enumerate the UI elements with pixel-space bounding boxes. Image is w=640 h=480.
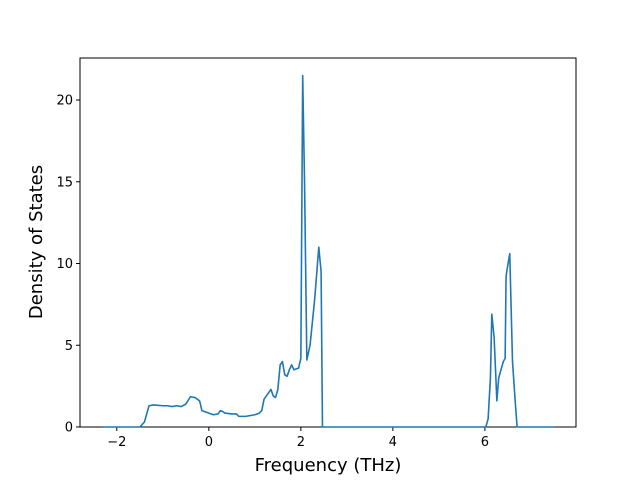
axes-frame — [79, 57, 577, 428]
y-tick-label: 20 — [56, 94, 73, 109]
y-tick-label: 15 — [56, 175, 73, 190]
y-tick-label: 10 — [56, 257, 73, 272]
line — [103, 74, 554, 428]
y-axis-label: Density of States — [26, 165, 47, 319]
x-tick-label: 0 — [205, 435, 213, 450]
x-axis-label: Frequency (THz) — [255, 455, 402, 476]
x-tick-label: 4 — [389, 435, 397, 450]
y-tick-label: 0 — [65, 421, 73, 436]
x-tick-label: 6 — [481, 435, 489, 450]
y-tick-label: 5 — [65, 339, 73, 354]
x-tick-label: 2 — [297, 435, 305, 450]
x-tick-label: −2 — [107, 435, 126, 450]
